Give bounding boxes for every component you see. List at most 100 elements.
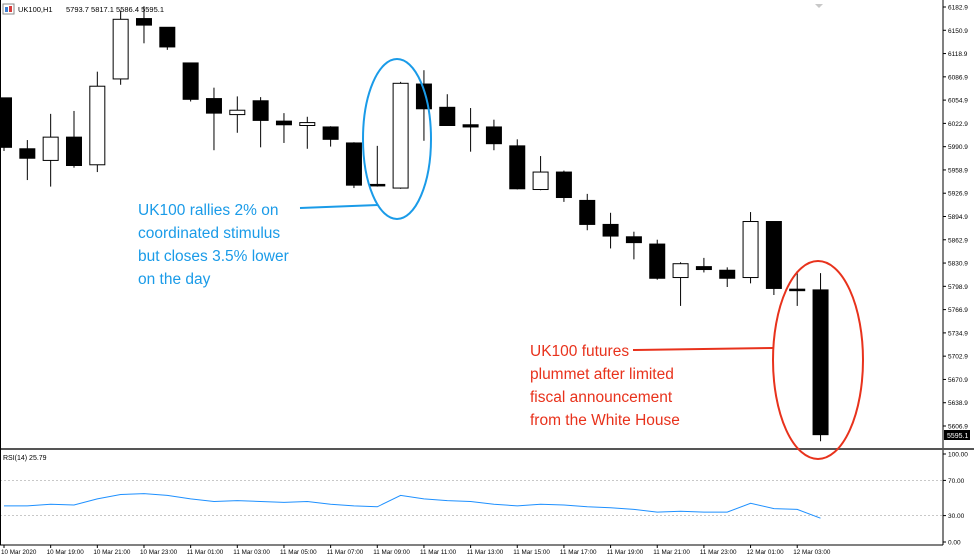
chart-frame	[0, 0, 974, 546]
bear-candle-body	[275, 120, 292, 126]
current-price-label: 5595.1	[947, 433, 969, 440]
candle	[275, 113, 292, 143]
candle	[579, 193, 596, 231]
price-tick-label: 6086.9	[948, 74, 968, 81]
price-axis: 6182.9 6150.9 6118.9 6086.9 6054.9 6022.9 5990…	[943, 5, 968, 431]
time-tick-label: 10 Mar 2020	[1, 549, 37, 556]
candle	[415, 70, 432, 141]
bear-candle-body	[369, 183, 386, 187]
stimulus-text-line: UK100 rallies 2% on	[138, 202, 278, 219]
candle	[789, 270, 806, 306]
rsi-tick-label: 100.00	[948, 452, 968, 459]
candle	[812, 273, 829, 442]
candle	[765, 221, 782, 295]
bull-candle-body	[89, 85, 106, 166]
time-tick-label: 11 Mar 01:00	[187, 549, 224, 556]
time-tick-label: 10 Mar 21:00	[93, 549, 131, 556]
candle	[649, 239, 666, 280]
bear-candle-body	[322, 126, 339, 140]
bear-candle-body	[345, 142, 362, 186]
time-tick-label: 11 Mar 11:00	[420, 549, 457, 556]
candle	[252, 97, 269, 148]
time-tick-label: 11 Mar 13:00	[467, 549, 504, 556]
shift-marker-icon[interactable]	[815, 4, 823, 8]
bull-candle-body	[229, 109, 246, 116]
futures-text-line: plummet after limited	[530, 366, 674, 383]
candle	[742, 212, 759, 284]
bear-candle-body	[252, 100, 269, 121]
candle	[19, 140, 36, 181]
time-tick-label: 11 Mar 19:00	[607, 549, 644, 556]
bear-candle-body	[485, 126, 502, 145]
bear-candle-body	[65, 136, 82, 167]
price-tick-label: 6150.9	[948, 28, 968, 35]
time-tick-label: 10 Mar 19:00	[47, 549, 85, 556]
time-axis: 10 Mar 2020 10 Mar 19:00 10 Mar 21:00 10 Ma…	[1, 545, 831, 556]
candle	[695, 257, 712, 273]
candle	[369, 145, 386, 187]
price-tick-label: 5766.9	[948, 307, 968, 314]
stimulus-annotation: UK100 rallies 2% on coordinated stimulus…	[138, 58, 432, 288]
candle	[322, 126, 339, 147]
candle	[159, 26, 176, 50]
bear-candle-body	[555, 171, 572, 199]
futures-text-line: fiscal announcement	[530, 389, 673, 406]
price-tick-label: 6118.9	[948, 51, 968, 58]
futures-highlight-ellipse	[772, 260, 864, 460]
rsi-panel: 100.00 70.00 30.00 0.00	[0, 452, 968, 547]
price-tick-label: 6054.9	[948, 98, 968, 105]
bear-candle-body	[625, 236, 642, 244]
bear-candle-body	[159, 26, 176, 48]
bear-candle-body	[135, 18, 152, 26]
time-tick-label: 12 Mar 03:00	[793, 549, 831, 556]
price-tick-label: 5894.9	[948, 214, 968, 221]
candle	[65, 110, 82, 168]
price-tick-label: 5670.9	[948, 377, 968, 384]
price-tick-label: 5862.9	[948, 237, 968, 244]
candle	[672, 262, 689, 306]
rsi-tick-label: 30.00	[948, 513, 965, 520]
bear-candle-body	[439, 106, 456, 126]
chart-header: UK100,H1 5793.7 5817.1 5586.4 5595.1	[2, 3, 164, 15]
price-tick-label: 5702.9	[948, 354, 968, 361]
bull-candle-body	[532, 171, 549, 191]
time-tick-label: 12 Mar 01:00	[747, 549, 785, 556]
time-tick-label: 11 Mar 07:00	[327, 549, 364, 556]
time-tick-label: 11 Mar 09:00	[373, 549, 410, 556]
candle	[112, 10, 129, 85]
candle	[205, 87, 222, 151]
bear-candle-body	[649, 243, 666, 279]
candle	[89, 71, 106, 173]
time-tick-label: 11 Mar 05:00	[280, 549, 317, 556]
bear-candle-body	[182, 62, 199, 100]
candle	[532, 156, 549, 191]
rsi-line	[4, 493, 821, 519]
bear-candle-body	[0, 97, 12, 148]
bear-candle-body	[719, 269, 736, 279]
futures-pointer-line	[632, 347, 774, 351]
candle	[439, 94, 456, 126]
candle	[602, 212, 619, 249]
candle	[0, 97, 12, 151]
stimulus-text-line: but closes 3.5% lower	[138, 248, 289, 265]
bear-candle-body	[579, 199, 596, 225]
price-tick-label: 5638.9	[948, 400, 968, 407]
futures-text-line: from the White House	[530, 412, 680, 429]
rsi-tick-label: 0.00	[948, 540, 961, 547]
current-price-box	[944, 430, 970, 440]
candle	[135, 6, 152, 44]
candle	[182, 62, 199, 102]
stimulus-text-line: on the day	[138, 271, 211, 288]
candle	[462, 108, 479, 152]
bull-candle-body	[742, 221, 759, 279]
bear-candle-body	[509, 145, 526, 190]
candle	[345, 142, 362, 189]
bear-candle-body	[602, 223, 619, 237]
candle	[485, 119, 502, 151]
candle	[392, 81, 409, 189]
time-tick-label: 11 Mar 23:00	[700, 549, 737, 556]
rsi-label: RSI(14) 25.79	[3, 455, 47, 462]
price-tick-label: 6182.9	[948, 5, 968, 12]
time-tick-label: 11 Mar 15:00	[513, 549, 550, 556]
